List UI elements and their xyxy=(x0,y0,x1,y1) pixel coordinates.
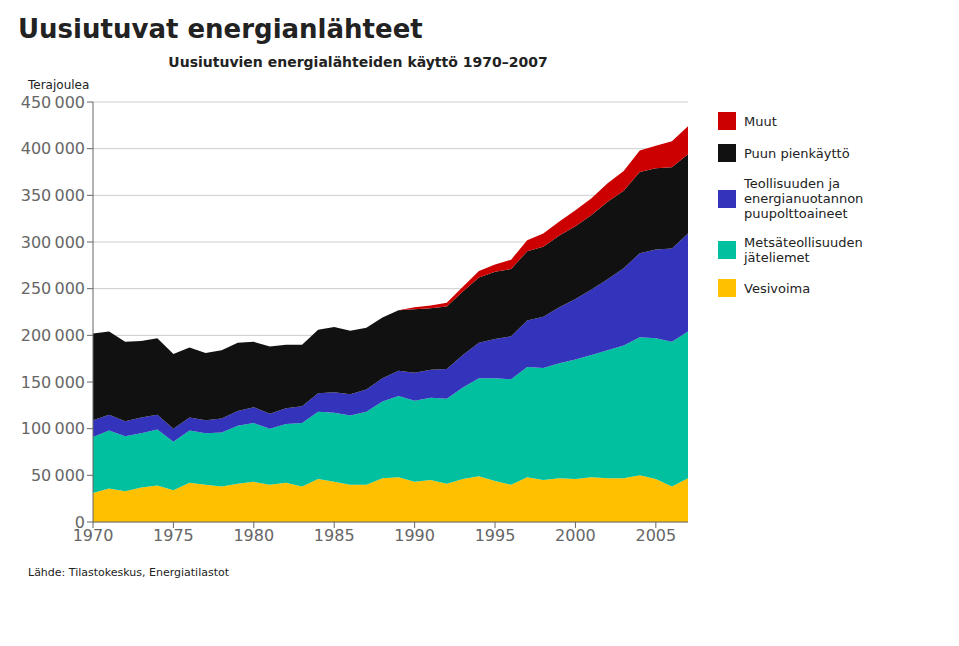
html-text:Uusiutuvien energialähteiden k: Uusiutuvien energialähteiden käyttö 1970… xyxy=(168,54,548,70)
svg-text:1990: 1990 xyxy=(394,526,435,545)
svg-text:450 000: 450 000 xyxy=(21,93,85,112)
html-text:Terajoulea: Terajoulea xyxy=(28,78,90,92)
svg-text:50 000: 50 000 xyxy=(31,466,85,485)
html-text:Teollisuuden ja: Teollisuuden ja xyxy=(744,176,840,191)
html-text:Vesivoima: Vesivoima xyxy=(744,280,811,296)
html-text:Uusiutuvat energianlähteet: Uusiutuvat energianlähteet xyxy=(18,14,423,44)
svg-text:250 000: 250 000 xyxy=(21,279,85,298)
svg-text:1985: 1985 xyxy=(314,526,355,545)
html-text:Muut: Muut xyxy=(744,113,777,129)
html-text:jäteliemet: jäteliemet xyxy=(744,250,810,265)
svg-text:300 000: 300 000 xyxy=(21,233,85,252)
html-text:Metsäteollisuuden: Metsäteollisuuden xyxy=(744,235,863,250)
html-text:puupolttoaineet: puupolttoaineet xyxy=(744,206,848,221)
svg-text:0: 0 xyxy=(75,513,85,532)
svg-text:1995: 1995 xyxy=(475,526,516,545)
svg-text:350 000: 350 000 xyxy=(21,186,85,205)
svg-text:400 000: 400 000 xyxy=(21,139,85,158)
svg-text:1975: 1975 xyxy=(153,526,194,545)
svg-text:1970: 1970 xyxy=(72,526,114,546)
html-text:Lähde: Tilastokeskus, Energiat: Lähde: Tilastokeskus, Energiatilastot xyxy=(28,566,230,579)
svg-text:150 000: 150 000 xyxy=(21,373,85,392)
html-text:energianuotannon: energianuotannon xyxy=(744,191,864,206)
svg-text:2005: 2005 xyxy=(635,526,676,545)
html-text:Puun pienkäyttö: Puun pienkäyttö xyxy=(744,145,850,161)
svg-text:1980: 1980 xyxy=(233,526,274,545)
svg-text:200 000: 200 000 xyxy=(21,326,85,345)
svg-text:100 000: 100 000 xyxy=(21,419,85,438)
svg-text:2000: 2000 xyxy=(555,526,596,545)
